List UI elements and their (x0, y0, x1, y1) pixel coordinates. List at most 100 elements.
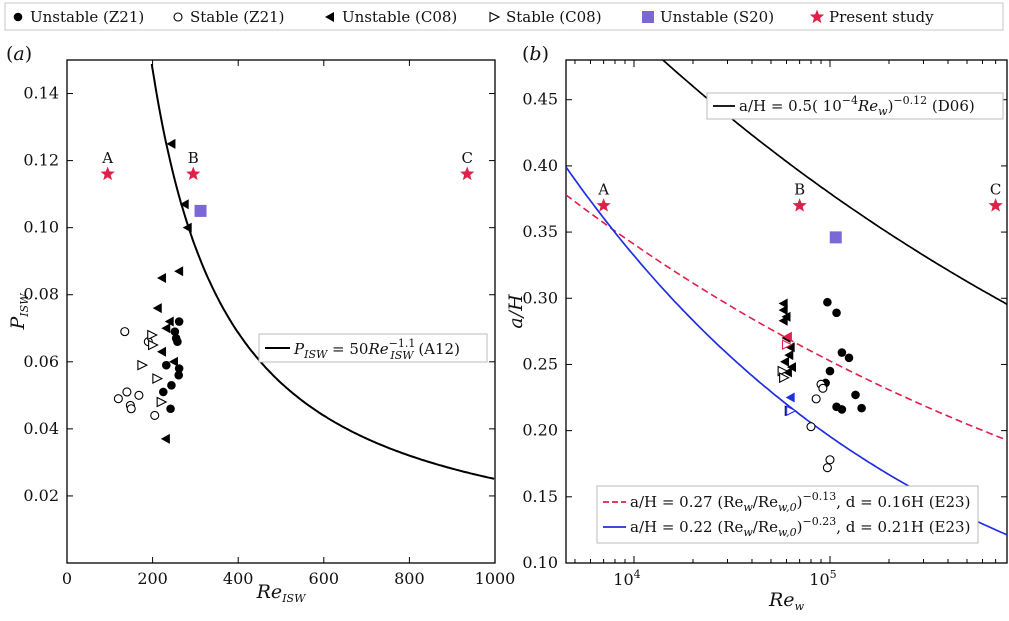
data-point (792, 198, 807, 212)
data-point (160, 433, 170, 444)
data-point (806, 422, 816, 432)
case-label: B (188, 149, 199, 167)
data-point (152, 303, 162, 314)
legend-frame (4, 2, 1004, 31)
y-tick-label: 0.40 (522, 156, 558, 175)
highlight-point (785, 392, 795, 403)
data-point (779, 372, 790, 384)
data-point (157, 272, 167, 283)
data-point (822, 463, 832, 473)
data-point (159, 387, 168, 397)
data-point (148, 339, 159, 351)
data-point (152, 373, 164, 384)
y-axis-label: PISW (7, 292, 31, 331)
data-point (174, 266, 184, 277)
data-point (825, 366, 835, 376)
y-tick-label: 0.35 (522, 222, 558, 241)
y-tick-label: 0.10 (23, 218, 59, 237)
x-tick-label: 400 (223, 569, 254, 588)
legend: Unstable (Z21) Stable (Z21) Unstable (C08)… (4, 2, 1004, 31)
legend-marker (325, 12, 334, 22)
legend-item: Present study (809, 8, 934, 26)
data-point (174, 364, 184, 373)
data-point (173, 337, 182, 346)
legend-label: Stable (Z21) (190, 8, 285, 26)
curve-legend-e23: a/H = 0.27 (Rew/Rew,0)−0.13, d = 0.16H (… (596, 485, 979, 544)
y-tick-label: 0.25 (522, 354, 558, 373)
data-point (832, 308, 841, 318)
data-point (837, 348, 847, 357)
series-markers (100, 138, 475, 444)
data-point (837, 405, 847, 414)
data-point (161, 323, 171, 334)
series-markers (596, 198, 1003, 473)
y-tick-label: 0.15 (522, 487, 558, 506)
data-point (780, 356, 790, 367)
data-point (170, 327, 180, 336)
curve-legend-frame (706, 92, 1004, 120)
data-point (100, 166, 115, 181)
legend-item: Unstable (S20) (642, 8, 774, 26)
y-tick-label: 0.10 (522, 553, 558, 572)
curve-legend-frame (258, 333, 488, 363)
data-point (113, 394, 123, 404)
data-point (829, 231, 842, 244)
data-point (174, 370, 184, 380)
data-point (811, 394, 821, 404)
data-point (167, 380, 176, 390)
legend-marker (809, 9, 825, 24)
case-label: C (461, 149, 472, 167)
y-tick-label: 0.06 (23, 352, 59, 371)
data-point (156, 396, 168, 408)
data-point (169, 356, 178, 367)
curve-legend-frame (596, 485, 979, 544)
data-point (166, 404, 175, 414)
curve-a12 (150, 63, 495, 480)
legend-item: Unstable (C08) (325, 8, 457, 26)
legend-label: Stable (C08) (506, 8, 602, 26)
case-label: A (101, 149, 113, 167)
legend-marker (173, 12, 183, 22)
legend-marker (13, 12, 23, 22)
legend-item: Unstable (Z21) (13, 8, 144, 26)
y-tick-label: 0.20 (522, 421, 558, 440)
data-point (857, 403, 866, 413)
data-point (126, 404, 136, 414)
y-tick-label: 0.08 (23, 285, 59, 304)
y-tick-label: 0.12 (23, 151, 59, 170)
data-point (150, 410, 160, 421)
data-point (161, 360, 171, 370)
data-point (844, 353, 854, 363)
data-point (778, 298, 788, 309)
curve-e23-red (566, 194, 1007, 441)
curve-legend-label: PISW = 50Re−1.1 ISW (A12) (293, 337, 460, 362)
data-point (851, 390, 860, 400)
x-tick-label: 0 (62, 569, 72, 588)
data-point (157, 346, 167, 357)
legend-label: Present study (829, 8, 934, 26)
data-point (122, 387, 132, 397)
panel-a: (a) 0 200 400 600 800 1000 0.02 0.04 0.06 0.08 0.10… (6, 43, 515, 605)
panel-label: (b) (522, 43, 549, 65)
x-tick-label: 600 (309, 569, 340, 588)
data-point (166, 138, 176, 149)
curve-legend-d06: a/H = 0.5( 10−4Rew)−0.12 (D06) (706, 92, 1004, 120)
x-tick-label: 1000 (475, 569, 516, 588)
data-point (134, 390, 144, 400)
y-tick-label: 0.30 (522, 288, 558, 307)
x-axis-label: Rew (768, 589, 805, 613)
data-point (778, 315, 788, 326)
legend-label: Unstable (S20) (660, 8, 774, 26)
data-point (782, 367, 792, 378)
data-point (179, 199, 189, 210)
y-tick-label: 0.04 (23, 419, 59, 438)
curve-d06 (661, 60, 1007, 305)
case-label: A (597, 181, 609, 199)
x-tick-label: 200 (137, 569, 168, 588)
highlight-point (786, 405, 797, 417)
plot-frame (66, 59, 496, 564)
data-point (186, 166, 201, 181)
curve-e23-blue (566, 166, 1007, 536)
highlight-point (782, 331, 792, 342)
